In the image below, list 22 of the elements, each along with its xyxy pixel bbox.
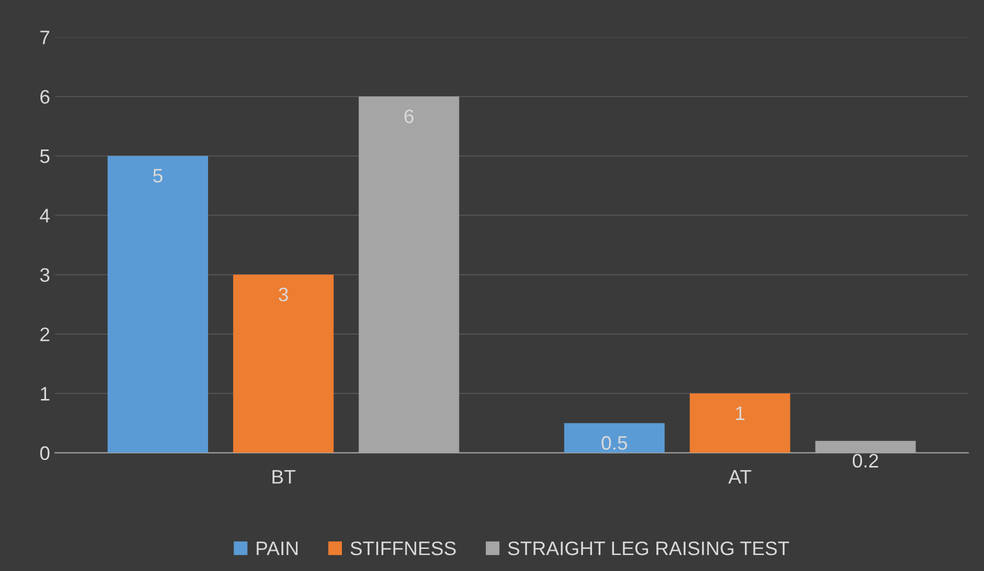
legend-label: STIFFNESS — [350, 541, 456, 556]
y-tick-label: 1 — [40, 387, 50, 400]
data-label: 5 — [153, 169, 162, 183]
bar — [690, 393, 790, 453]
data-label: 3 — [278, 288, 288, 302]
data-label: 0.2 — [852, 454, 878, 468]
legend-label: STRAIGHT LEG RAISING TEST — [508, 541, 790, 556]
y-tick-label: 3 — [40, 268, 50, 282]
bar — [564, 423, 665, 453]
y-tick-label: 0 — [40, 446, 50, 460]
bar — [108, 156, 208, 453]
legend-label: PAIN — [256, 542, 298, 556]
y-tick-label: 7 — [40, 30, 50, 44]
data-label: 0.5 — [602, 436, 628, 450]
y-tick-label: 6 — [40, 90, 50, 104]
bar — [233, 274, 334, 453]
y-tick-label: 5 — [40, 150, 50, 164]
y-tick-label: 4 — [40, 208, 50, 222]
data-label: 1 — [736, 406, 744, 420]
y-tick-label: 2 — [40, 328, 50, 342]
x-tick-label: BT — [272, 470, 296, 484]
x-tick-label: AT — [728, 470, 752, 484]
